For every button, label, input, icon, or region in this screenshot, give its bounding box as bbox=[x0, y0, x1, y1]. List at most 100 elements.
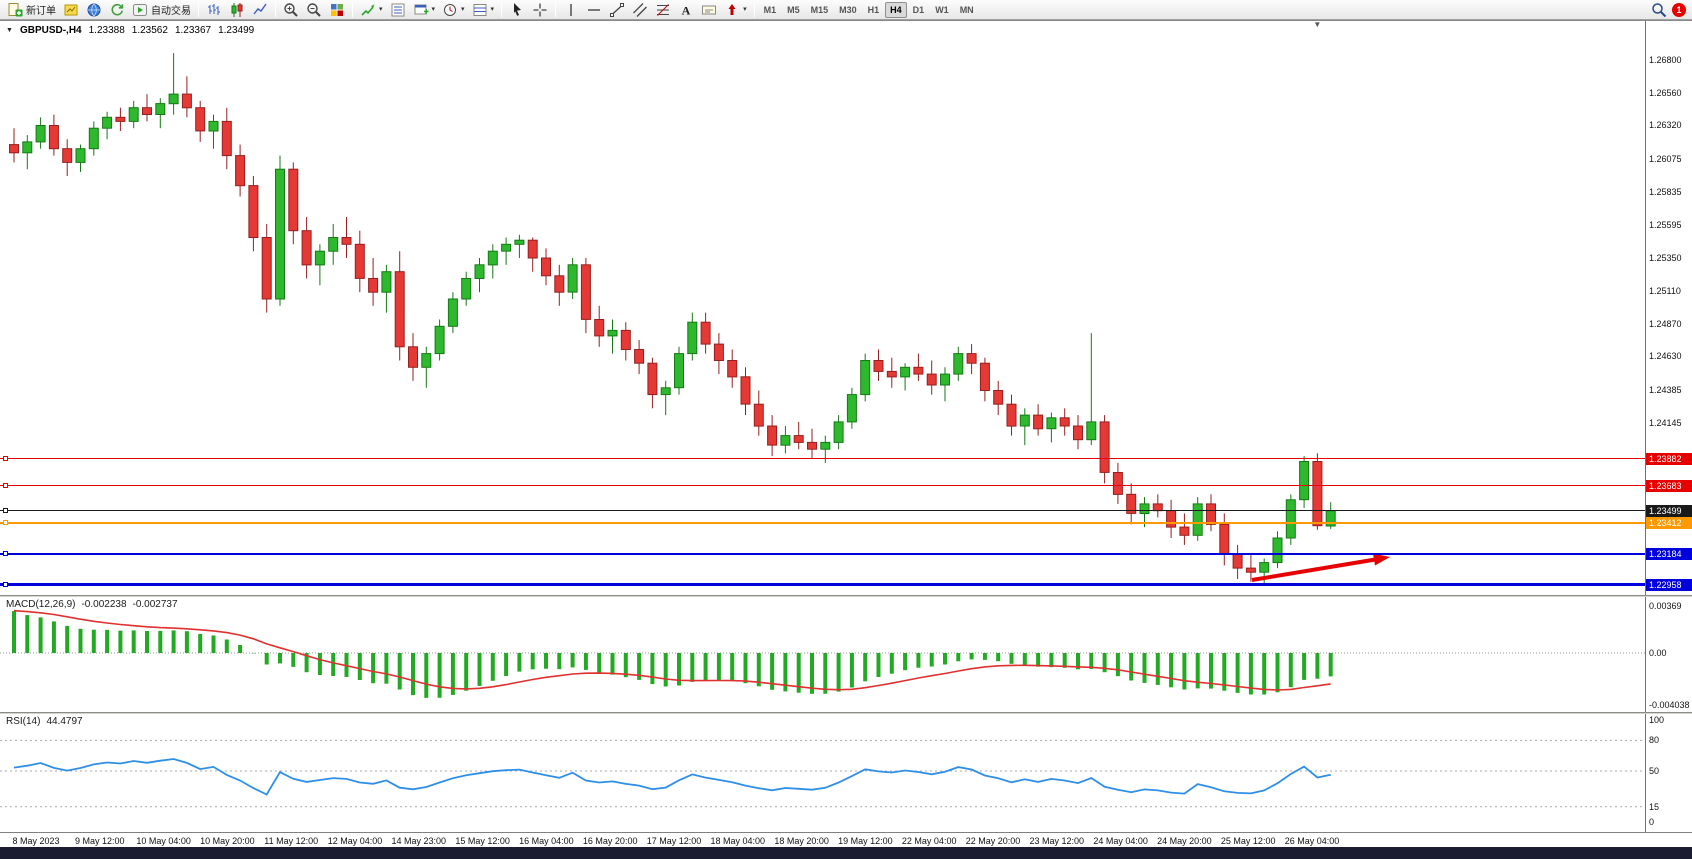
line-chart-button[interactable] bbox=[249, 1, 271, 19]
indicators-button[interactable]: ▾ bbox=[357, 1, 386, 19]
timeframe-m15-button[interactable]: M15 bbox=[810, 4, 829, 15]
rsi-label: RSI(14) 44.4797 bbox=[6, 716, 83, 727]
timeframe-m5-button[interactable]: M5 bbox=[787, 4, 800, 15]
rsi-name: RSI(14) bbox=[6, 716, 41, 727]
current-price-line[interactable] bbox=[0, 510, 1645, 512]
crosshair-tool-button[interactable] bbox=[529, 1, 551, 19]
candlestick-chart-button[interactable] bbox=[226, 1, 248, 19]
time-axis-label: 26 May 04:00 bbox=[1284, 836, 1340, 846]
templates-button[interactable]: ▾ bbox=[469, 1, 498, 19]
timeframe-w1-button[interactable]: W1 bbox=[935, 4, 949, 15]
time-axis-label: 10 May 04:00 bbox=[136, 836, 191, 846]
chart-window: ▼ GBPUSD-,H4 1.23388 1.23562 1.23367 1.2… bbox=[0, 20, 1692, 848]
price-axis-label: 1.26320 bbox=[1649, 120, 1682, 131]
price-axis-label: 1.24145 bbox=[1649, 417, 1682, 428]
channel-icon bbox=[632, 2, 648, 18]
market-watch-button[interactable] bbox=[60, 1, 82, 19]
arrows-tool-button[interactable]: ▾ bbox=[721, 1, 750, 19]
text-tool-button[interactable]: A bbox=[675, 1, 697, 19]
caret-icon: ▾ bbox=[743, 6, 747, 13]
bar-chart-button[interactable] bbox=[203, 1, 225, 19]
panel-splitter[interactable] bbox=[0, 712, 1692, 714]
zoom-out-button[interactable] bbox=[303, 1, 325, 19]
resistance-line[interactable] bbox=[0, 485, 1645, 487]
time-axis-label: 22 May 20:00 bbox=[965, 836, 1021, 846]
time-axis[interactable]: 8 May 2023 9 May 12:00 10 May 04:00 10 May … bbox=[0, 832, 1692, 848]
horizontal-scrollbar[interactable] bbox=[0, 847, 1692, 859]
ohlc-close: 1.23499 bbox=[218, 25, 255, 36]
macd-axis-label: -0.004038 bbox=[1649, 699, 1690, 710]
horizontal-line-tool-button[interactable] bbox=[583, 1, 605, 19]
new-order-label: 新订单 bbox=[26, 6, 56, 17]
new-order-button[interactable]: 新订单 bbox=[4, 1, 59, 19]
current-price-line-handle[interactable] bbox=[3, 507, 8, 513]
level-line[interactable] bbox=[0, 521, 1645, 524]
timeframe-d1-button[interactable]: D1 bbox=[912, 4, 925, 15]
globe-icon bbox=[86, 2, 102, 18]
timeframe-h1-button[interactable]: H1 bbox=[867, 4, 880, 15]
notification-badge[interactable]: 1 bbox=[1672, 2, 1686, 17]
timeframe-mn-button[interactable]: MN bbox=[959, 4, 974, 15]
channel-tool-button[interactable] bbox=[629, 1, 651, 19]
macd-signal-value: -0.002737 bbox=[132, 599, 178, 610]
resistance-line-price-tag: 1.23683 bbox=[1646, 479, 1692, 492]
search-icon[interactable] bbox=[1651, 2, 1667, 18]
tile-windows-button[interactable] bbox=[326, 1, 348, 19]
rsi-axis-label: 100 bbox=[1649, 715, 1665, 725]
autotrade-label: 自动交易 bbox=[151, 6, 191, 17]
clock-icon bbox=[442, 2, 458, 18]
current-price-line-price-tag: 1.23499 bbox=[1646, 504, 1692, 517]
ohlc-open: 1.23388 bbox=[88, 25, 125, 36]
separator bbox=[555, 2, 557, 17]
level-line-handle[interactable] bbox=[3, 519, 8, 525]
market-watch-icon bbox=[63, 2, 79, 18]
symbol-timeframe: GBPUSD-,H4 bbox=[19, 25, 82, 36]
indicator-list-button[interactable] bbox=[387, 1, 409, 19]
zoom-in-icon bbox=[283, 2, 299, 18]
support-line-price-tag: 1.23184 bbox=[1646, 547, 1692, 560]
timeframe-m1-button[interactable]: M1 bbox=[763, 4, 777, 15]
vertical-line-icon bbox=[563, 2, 579, 18]
timeframe-m30-button[interactable]: M30 bbox=[839, 4, 857, 15]
trendline-tool-button[interactable] bbox=[606, 1, 628, 19]
indicator-list-icon bbox=[390, 2, 406, 18]
price-axis-label: 1.25835 bbox=[1649, 186, 1682, 197]
time-axis-label: 22 May 04:00 bbox=[901, 836, 957, 846]
new-order-icon bbox=[7, 2, 23, 18]
price-axis[interactable]: 1.23882 1.23683 1.23499 1.23412 1.23184 1.229… bbox=[1645, 21, 1692, 832]
panel-splitter[interactable] bbox=[0, 595, 1692, 597]
periods-button[interactable]: ▾ bbox=[439, 1, 468, 19]
timeframe-h4-button[interactable]: H4 bbox=[885, 1, 907, 18]
price-axis-label: 1.24870 bbox=[1649, 318, 1682, 329]
autotrade-button[interactable]: 自动交易 bbox=[129, 1, 194, 19]
resistance-line-handle[interactable] bbox=[3, 482, 8, 488]
support-line[interactable] bbox=[0, 552, 1645, 555]
time-axis-label: 14 May 23:00 bbox=[391, 836, 447, 846]
refresh-button[interactable] bbox=[106, 1, 128, 19]
horizontal-line-icon bbox=[586, 2, 602, 18]
rsi-plot bbox=[0, 739, 1645, 808]
price-axis-label: 1.25110 bbox=[1649, 285, 1681, 296]
zoom-in-button[interactable] bbox=[280, 1, 302, 19]
level-line-price-tag: 1.23412 bbox=[1646, 516, 1692, 529]
resistance-line-handle[interactable] bbox=[3, 455, 8, 461]
text-label-tool-button[interactable] bbox=[698, 1, 720, 19]
new-chart-button[interactable]: ▾ bbox=[410, 1, 439, 19]
tile-windows-icon bbox=[329, 2, 345, 18]
chart-menu-icon[interactable]: ▼ bbox=[6, 27, 13, 34]
support-line[interactable] bbox=[0, 583, 1645, 587]
resistance-line[interactable] bbox=[0, 458, 1645, 460]
profiles-button[interactable] bbox=[83, 1, 105, 19]
vertical-line-tool-button[interactable] bbox=[560, 1, 582, 19]
main-price-chart[interactable]: ▼ GBPUSD-,H4 1.23388 1.23562 1.23367 1.2… bbox=[0, 21, 1645, 595]
time-axis-label: 10 May 20:00 bbox=[200, 836, 255, 846]
time-axis-label: 16 May 20:00 bbox=[582, 836, 638, 846]
fibonacci-tool-button[interactable] bbox=[652, 1, 674, 19]
cursor-tool-button[interactable] bbox=[506, 1, 528, 19]
new-chart-icon bbox=[413, 2, 429, 18]
rsi-value: 44.4797 bbox=[46, 716, 83, 727]
support-line-handle[interactable] bbox=[3, 581, 8, 587]
caret-icon: ▾ bbox=[461, 6, 465, 13]
support-line-handle[interactable] bbox=[3, 550, 8, 556]
line-chart-icon bbox=[252, 2, 268, 18]
